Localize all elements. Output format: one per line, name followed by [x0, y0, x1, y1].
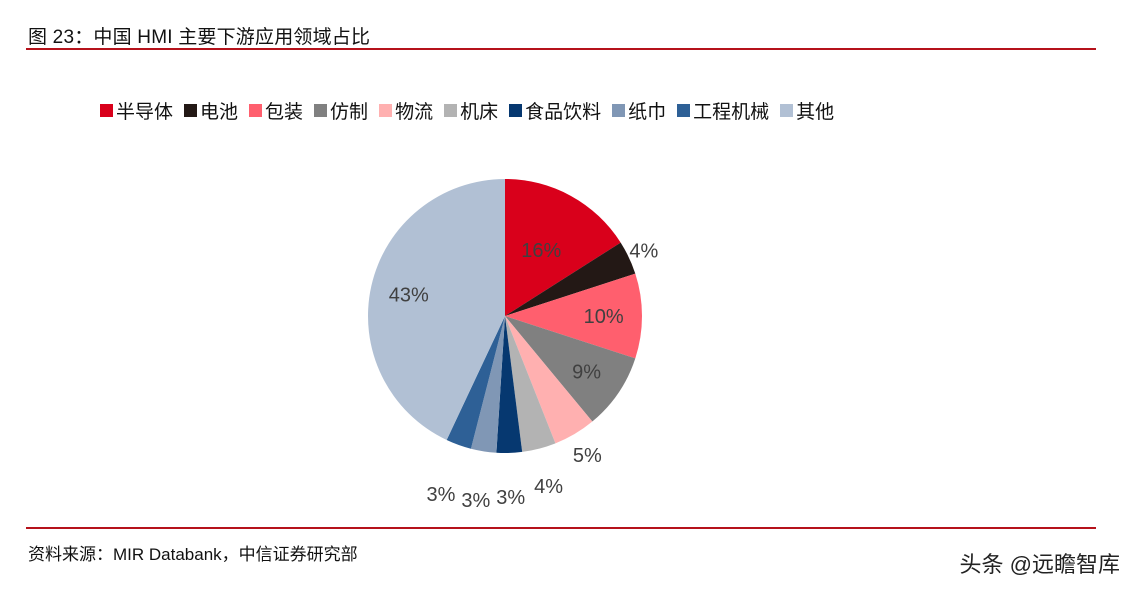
pie-data-label: 3% [461, 490, 490, 512]
pie-slice [505, 316, 556, 452]
legend-label: 包装 [265, 102, 304, 123]
source-note: 资料来源：MIR Databank，中信证券研究部 [28, 545, 358, 564]
legend-swatch [379, 104, 393, 117]
legend-label: 其他 [796, 102, 835, 123]
pie-slice [505, 316, 636, 422]
pie-slice [368, 179, 505, 440]
pie-slice [505, 242, 636, 316]
legend-label: 电池 [200, 102, 239, 123]
legend-item-battery: 电池 [184, 97, 238, 124]
legend-swatch [184, 104, 198, 117]
pie-slices [368, 179, 643, 453]
pie-data-label: 5% [573, 445, 602, 467]
legend-item-textile: 仿制 [314, 97, 368, 124]
legend-item-packaging: 包装 [249, 97, 303, 124]
pie-data-label: 10% [584, 306, 624, 328]
pie-slice [505, 273, 643, 359]
legend-swatch [509, 104, 523, 117]
footer-rule [26, 527, 1096, 529]
legend-swatch [677, 104, 691, 117]
legend-item-construction-machinery: 工程机械 [677, 97, 769, 124]
title-rule [26, 48, 1096, 50]
chart-legend: 半导体 电池 包装 仿制 物流 机床 食品饮料 纸巾 工程机械 其他 [100, 97, 845, 124]
pie-data-label: 3% [427, 484, 456, 506]
legend-label: 仿制 [330, 102, 369, 123]
pie-slice [505, 316, 593, 444]
legend-label: 工程机械 [693, 102, 770, 123]
legend-label: 机床 [460, 102, 499, 123]
pie-data-label: 4% [629, 241, 658, 263]
pie-slice [446, 316, 505, 449]
legend-swatch [612, 104, 626, 117]
pie-data-label: 43% [389, 284, 429, 306]
legend-swatch [100, 104, 113, 117]
legend-item-tissue: 纸巾 [612, 97, 666, 124]
legend-label: 物流 [395, 102, 434, 123]
legend-item-food-beverage: 食品饮料 [509, 97, 601, 124]
legend-label: 食品饮料 [525, 102, 602, 123]
legend-swatch [314, 104, 328, 117]
figure-title: 图 23：中国 HMI 主要下游应用领域占比 [28, 27, 371, 48]
pie-labels: 16% 4%10%9%5%4%3%3%3%43% [389, 240, 659, 512]
legend-item-semiconductor: 半导体 [100, 97, 173, 124]
legend-item-logistics: 物流 [379, 97, 433, 124]
pie-slice [505, 179, 621, 316]
pie-data-label: 16% [521, 240, 561, 262]
pie-data-label: 3% [496, 487, 525, 509]
legend-item-other: 其他 [780, 97, 834, 124]
pie-data-label: 9% [572, 361, 601, 383]
legend-item-machine-tool: 机床 [444, 97, 498, 124]
pie-slice [496, 316, 523, 453]
legend-swatch [780, 104, 794, 117]
pie-data-label: 4% [534, 476, 563, 498]
legend-label: 纸巾 [628, 102, 667, 123]
pie-slice [470, 316, 505, 453]
legend-label: 半导体 [116, 102, 174, 123]
legend-swatch [444, 104, 458, 117]
legend-swatch [249, 104, 263, 117]
watermark: 头条 @远瞻智库 [959, 552, 1120, 577]
